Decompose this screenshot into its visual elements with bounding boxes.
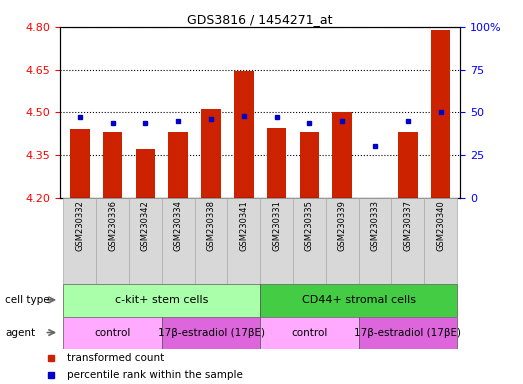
Bar: [398, 132, 417, 198]
Bar: [70, 129, 89, 198]
Text: GSM230331: GSM230331: [272, 200, 281, 251]
Bar: [162, 317, 260, 349]
Bar: [63, 284, 260, 317]
Text: 17β-estradiol (17βE): 17β-estradiol (17βE): [354, 328, 461, 338]
Bar: [260, 198, 293, 284]
Text: GSM230333: GSM230333: [370, 200, 380, 252]
Text: GSM230340: GSM230340: [436, 200, 445, 251]
Bar: [359, 198, 391, 284]
Text: 17β-estradiol (17βE): 17β-estradiol (17βE): [157, 328, 265, 338]
Text: cell type: cell type: [5, 295, 50, 306]
Bar: [135, 149, 155, 198]
Text: percentile rank within the sample: percentile rank within the sample: [67, 370, 243, 381]
Bar: [431, 30, 450, 198]
Text: control: control: [291, 328, 327, 338]
Text: GSM230336: GSM230336: [108, 200, 117, 252]
Bar: [63, 317, 162, 349]
Bar: [260, 284, 457, 317]
Text: GSM230342: GSM230342: [141, 200, 150, 251]
Bar: [162, 198, 195, 284]
Text: GSM230339: GSM230339: [338, 200, 347, 251]
Bar: [168, 132, 188, 198]
Text: GSM230341: GSM230341: [240, 200, 248, 251]
Text: control: control: [95, 328, 131, 338]
Bar: [260, 317, 359, 349]
Bar: [63, 198, 96, 284]
Bar: [326, 198, 359, 284]
Bar: [293, 198, 326, 284]
Bar: [103, 132, 122, 198]
Text: GSM230337: GSM230337: [403, 200, 412, 252]
Bar: [300, 132, 319, 198]
Text: GSM230332: GSM230332: [75, 200, 84, 251]
Text: CD44+ stromal cells: CD44+ stromal cells: [302, 295, 416, 306]
Text: GSM230338: GSM230338: [207, 200, 215, 252]
Text: c-kit+ stem cells: c-kit+ stem cells: [115, 295, 209, 306]
Bar: [424, 198, 457, 284]
Bar: [267, 128, 287, 198]
Bar: [332, 112, 352, 198]
Text: GSM230335: GSM230335: [305, 200, 314, 251]
Bar: [201, 109, 221, 198]
Bar: [391, 198, 424, 284]
Text: GSM230334: GSM230334: [174, 200, 183, 251]
Text: transformed count: transformed count: [67, 353, 164, 363]
Bar: [195, 198, 228, 284]
Title: GDS3816 / 1454271_at: GDS3816 / 1454271_at: [187, 13, 333, 26]
Bar: [359, 317, 457, 349]
Bar: [228, 198, 260, 284]
Bar: [234, 71, 254, 198]
Text: agent: agent: [5, 328, 36, 338]
Bar: [96, 198, 129, 284]
Bar: [129, 198, 162, 284]
